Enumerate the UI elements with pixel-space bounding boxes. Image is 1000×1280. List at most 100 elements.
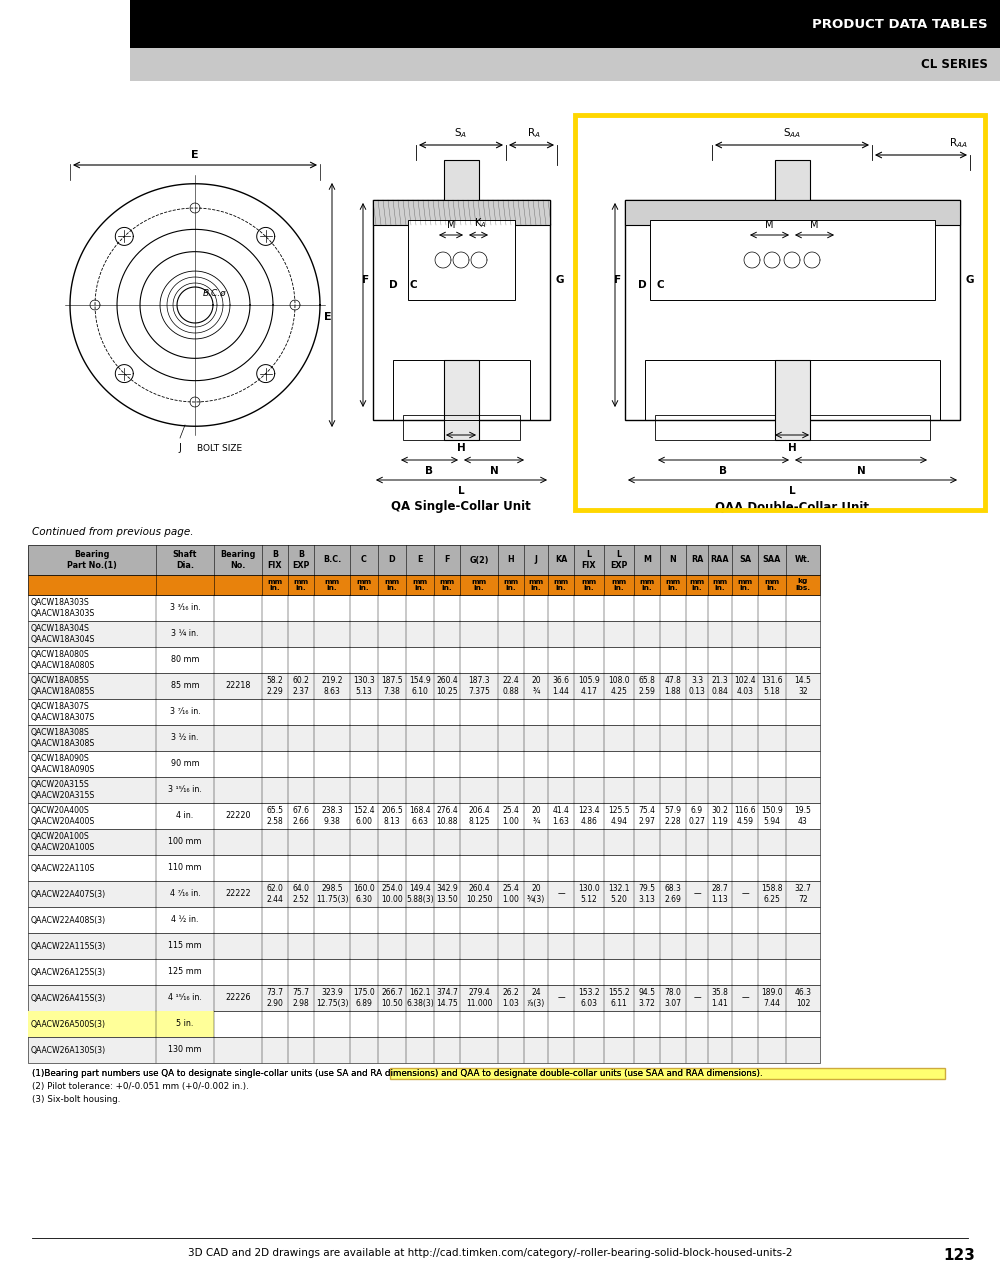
Text: —: — (741, 993, 749, 1002)
Bar (373, 200, 550, 420)
Text: D: D (389, 280, 397, 291)
Bar (28, 908, 820, 933)
Text: RA: RA (691, 556, 703, 564)
Text: 260.4
10.25: 260.4 10.25 (436, 676, 458, 696)
Text: 3 ⁷⁄₁₆ in.: 3 ⁷⁄₁₆ in. (170, 708, 200, 717)
Text: 254.0
10.00: 254.0 10.00 (381, 884, 403, 904)
Text: H: H (508, 556, 514, 564)
Text: F: F (444, 556, 450, 564)
Text: L: L (789, 486, 795, 495)
Text: C: C (409, 280, 417, 291)
Text: Bearing
No.: Bearing No. (220, 550, 256, 570)
Text: QACW20A100S
QAACW20A100S: QACW20A100S QAACW20A100S (31, 832, 95, 852)
Text: G(2): G(2) (469, 556, 489, 564)
Text: G: G (555, 275, 564, 285)
Text: B
EXP: B EXP (292, 550, 310, 570)
Text: CL SERIES: CL SERIES (921, 59, 988, 72)
Text: 153.2
6.03: 153.2 6.03 (578, 988, 600, 1007)
Text: Continued from previous page.: Continued from previous page. (32, 527, 194, 538)
Text: —: — (741, 890, 749, 899)
Text: 24
⁷⁄₈(3): 24 ⁷⁄₈(3) (527, 988, 545, 1007)
Text: 21.3
0.84: 21.3 0.84 (712, 676, 728, 696)
Text: 279.4
11.000: 279.4 11.000 (466, 988, 492, 1007)
Text: 206.4
8.125: 206.4 8.125 (468, 806, 490, 826)
Text: K$_A$: K$_A$ (474, 216, 486, 230)
Text: 3D CAD and 2D drawings are available at http://cad.timken.com/category/-roller-b: 3D CAD and 2D drawings are available at … (188, 1248, 792, 1258)
Text: 115 mm: 115 mm (168, 942, 202, 951)
Text: (1)Bearing part numbers use QA to designate single-collar units (use SA and RA d: (1)Bearing part numbers use QA to design… (32, 1069, 763, 1078)
Text: —: — (693, 993, 701, 1002)
Text: Shaft
Dia.: Shaft Dia. (173, 550, 197, 570)
Text: 187.3
7.375: 187.3 7.375 (468, 676, 490, 696)
Text: 22218: 22218 (225, 681, 251, 690)
Bar (28, 751, 820, 777)
Text: 110 mm: 110 mm (168, 864, 202, 873)
Text: QAACW22A408S(3): QAACW22A408S(3) (31, 915, 106, 924)
Text: 4 ¹⁵⁄₁₆ in.: 4 ¹⁵⁄₁₆ in. (168, 993, 202, 1002)
Text: 125 mm: 125 mm (168, 968, 202, 977)
Text: 4 in.: 4 in. (176, 812, 194, 820)
Bar (575, 115, 985, 509)
Bar (28, 699, 820, 724)
Text: 123.4
4.86: 123.4 4.86 (578, 806, 600, 826)
Text: mm
in.: mm in. (665, 579, 681, 591)
Text: 20
¾(3): 20 ¾(3) (527, 884, 545, 904)
Bar (655, 415, 930, 440)
Text: mm
in.: mm in. (611, 579, 627, 591)
Text: 22222: 22222 (225, 890, 251, 899)
Text: 46.3
102: 46.3 102 (794, 988, 812, 1007)
Text: B: B (425, 466, 433, 476)
Text: mm
in.: mm in. (764, 579, 780, 591)
Text: 123: 123 (943, 1248, 975, 1263)
Text: 276.4
10.88: 276.4 10.88 (436, 806, 458, 826)
Text: QAACW26A125S(3): QAACW26A125S(3) (31, 968, 106, 977)
Bar (28, 933, 820, 959)
Text: 75.7
2.98: 75.7 2.98 (292, 988, 310, 1007)
Bar (28, 777, 820, 803)
Text: 260.4
10.250: 260.4 10.250 (466, 884, 492, 904)
Text: 19.5
43: 19.5 43 (795, 806, 811, 826)
Text: QACW18A090S
QAACW18A090S: QACW18A090S QAACW18A090S (31, 754, 95, 774)
Text: mm
in.: mm in. (528, 579, 544, 591)
Text: C: C (656, 280, 664, 291)
Bar (625, 200, 960, 420)
Text: 100 mm: 100 mm (168, 837, 202, 846)
Text: 238.3
9.38: 238.3 9.38 (321, 806, 343, 826)
Text: S$_A$: S$_A$ (454, 127, 468, 140)
Bar (28, 1011, 214, 1037)
Text: mm
in.: mm in. (293, 579, 309, 591)
Text: 79.5
3.13: 79.5 3.13 (639, 884, 656, 904)
Text: 47.8
1.88: 47.8 1.88 (665, 676, 681, 696)
Text: mm
in.: mm in. (503, 579, 519, 591)
Text: BOLT SIZE: BOLT SIZE (197, 444, 243, 453)
Text: QAACW22A110S: QAACW22A110S (31, 864, 95, 873)
Text: B: B (719, 466, 727, 476)
Bar (645, 360, 940, 420)
Text: (1)Bearing part numbers use QA to designate single-collar units (use SA and RA d: (1)Bearing part numbers use QA to design… (32, 1069, 763, 1078)
Text: QACW18A303S
QAACW18A303S: QACW18A303S QAACW18A303S (31, 598, 95, 618)
Text: 3 ³⁄₁₆ in.: 3 ³⁄₁₆ in. (170, 603, 200, 613)
Text: 187.5
7.38: 187.5 7.38 (381, 676, 403, 696)
Text: 130.3
5.13: 130.3 5.13 (353, 676, 375, 696)
Text: mm
in.: mm in. (553, 579, 569, 591)
Text: N: N (490, 466, 498, 476)
Bar (373, 200, 550, 225)
Bar (28, 803, 820, 829)
Text: B.C.ø: B.C.ø (203, 288, 227, 297)
Bar (775, 160, 810, 200)
Text: 30.2
1.19: 30.2 1.19 (712, 806, 728, 826)
Text: 41.4
1.63: 41.4 1.63 (553, 806, 569, 826)
Bar (650, 220, 935, 300)
Text: 25.4
1.00: 25.4 1.00 (503, 806, 519, 826)
Text: —: — (557, 890, 565, 899)
Text: QACW18A307S
QAACW18A307S: QACW18A307S QAACW18A307S (31, 701, 95, 722)
Bar (28, 986, 820, 1011)
Text: mm
in.: mm in. (737, 579, 753, 591)
Text: 65.5
2.58: 65.5 2.58 (266, 806, 284, 826)
Bar (28, 881, 820, 908)
Text: QAA Double-Collar Unit: QAA Double-Collar Unit (715, 500, 869, 513)
Text: J: J (179, 443, 181, 453)
Text: 175.0
6.89: 175.0 6.89 (353, 988, 375, 1007)
Text: mm
in.: mm in. (639, 579, 655, 591)
Bar (444, 160, 479, 200)
